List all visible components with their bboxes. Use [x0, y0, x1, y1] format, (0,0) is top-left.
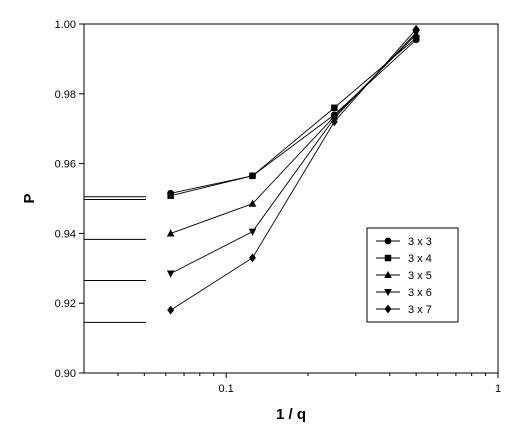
legend-label: 3 x 4 — [408, 253, 432, 265]
data-point — [167, 192, 174, 199]
data-point — [248, 199, 257, 207]
axis-ticks: 0.90 0.92 0.94 0.96 0.98 1.00 0.1 1 — [55, 19, 501, 395]
legend-label: 3 x 3 — [408, 236, 432, 248]
series — [167, 36, 420, 197]
y-tick-label: 0.90 — [55, 368, 76, 380]
y-axis-title: P — [21, 193, 38, 203]
data-point — [248, 228, 257, 236]
plot-area-frame — [83, 23, 499, 374]
legend-marker — [384, 254, 392, 262]
data-point — [331, 104, 338, 111]
y-tick-label: 0.96 — [55, 159, 76, 171]
legend: 3 x 3 3 x 4 3 x 5 3 x 6 3 x 7 — [366, 227, 459, 323]
series-line — [170, 39, 417, 194]
series — [166, 30, 420, 237]
x-tick-label: 1 — [495, 383, 501, 395]
data-point — [166, 229, 175, 237]
legend-label: 3 x 6 — [408, 287, 432, 299]
y-tick-label: 0.98 — [55, 89, 76, 101]
data-point — [412, 34, 420, 42]
legend-marker — [384, 288, 392, 297]
y-tick-label: 0.94 — [55, 228, 76, 240]
legend-marker — [384, 304, 392, 314]
series — [167, 34, 420, 199]
data-point — [167, 305, 175, 315]
y-tick-label: 1.00 — [55, 19, 76, 31]
data-point — [412, 24, 420, 34]
legend-label: 3 x 7 — [408, 304, 432, 316]
series — [167, 24, 420, 315]
series-line — [170, 34, 417, 234]
limit-lines — [84, 196, 146, 323]
legend-marker — [384, 237, 392, 245]
series-line — [170, 28, 417, 311]
x-axis-title: 1 / q — [276, 406, 306, 423]
legend-marker — [384, 270, 392, 279]
legend-label: 3 x 5 — [408, 270, 432, 282]
x-tick-label: 0.1 — [218, 383, 233, 395]
series-group — [166, 24, 420, 315]
data-point — [249, 253, 256, 263]
y-tick-label: 0.92 — [55, 298, 76, 310]
data-point — [249, 172, 256, 180]
series-line — [170, 37, 417, 197]
data-point — [330, 117, 338, 127]
data-point — [166, 270, 175, 278]
